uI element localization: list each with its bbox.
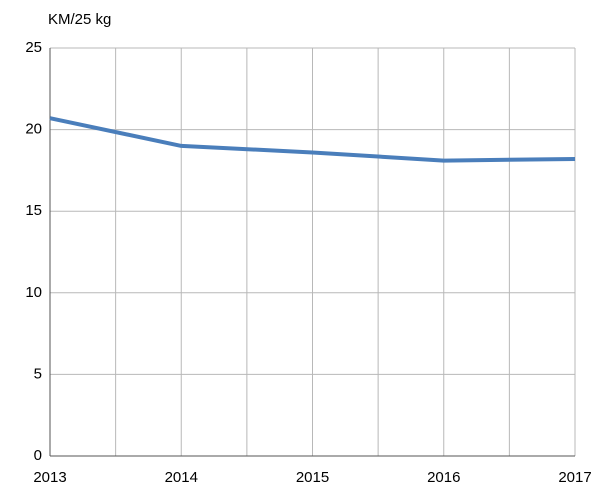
y-tick-label: 25 bbox=[25, 39, 42, 56]
data-line bbox=[49, 116, 576, 163]
y-tick-label: 20 bbox=[25, 121, 42, 138]
y-tick-label: 15 bbox=[25, 202, 42, 219]
y-tick-label: 10 bbox=[25, 284, 42, 301]
y-axis-title: KM/25 kg bbox=[48, 11, 111, 28]
x-tick-label: 2016 bbox=[427, 469, 460, 486]
x-tick-label: 2017 bbox=[558, 469, 591, 486]
y-tick-label: 5 bbox=[34, 365, 42, 382]
y-tick-label: 0 bbox=[34, 447, 42, 464]
x-tick-label: 2014 bbox=[165, 469, 198, 486]
x-tick-label: 2013 bbox=[33, 469, 66, 486]
x-tick-label: 2015 bbox=[296, 469, 329, 486]
